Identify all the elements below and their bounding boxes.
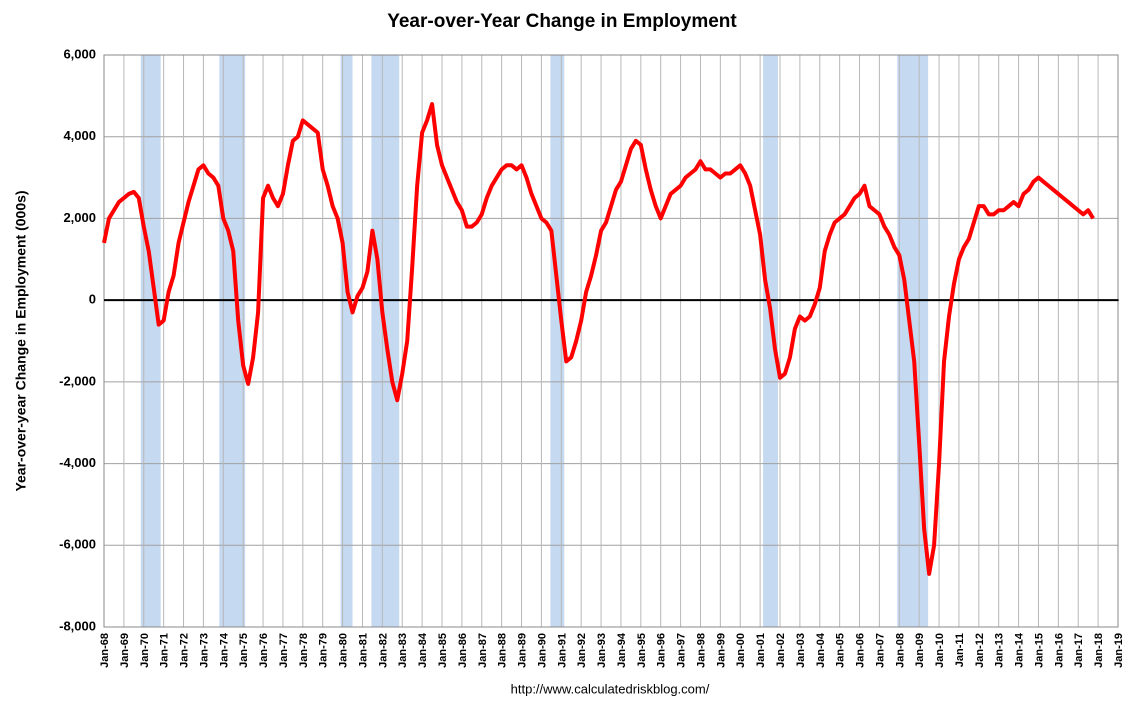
x-tick-label: Jan-94: [616, 632, 628, 668]
x-tick-label: Jan-07: [874, 633, 886, 668]
x-tick-label: Jan-06: [855, 633, 867, 668]
y-tick-label: -2,000: [59, 373, 96, 388]
y-axis-label: Year-over-year Change in Employment (000…: [13, 190, 29, 491]
x-tick-label: Jan-15: [1033, 633, 1045, 668]
x-tick-label: Jan-04: [815, 632, 827, 668]
x-tick-label: Jan-81: [357, 633, 369, 668]
x-tick-label: Jan-91: [556, 633, 568, 668]
x-tick-label: Jan-12: [974, 633, 986, 668]
x-tick-label: Jan-11: [954, 633, 966, 667]
chart-title: Year-over-Year Change in Employment: [387, 11, 737, 32]
x-tick-label: Jan-17: [1073, 633, 1085, 668]
x-tick-label: Jan-84: [417, 632, 429, 668]
x-tick-label: Jan-02: [775, 633, 787, 668]
plot-frame: [103, 54, 1119, 628]
x-tick-label: Jan-77: [278, 633, 290, 668]
recession-band: [340, 55, 353, 627]
x-tick-label: Jan-08: [894, 633, 906, 668]
x-tick-label: Jan-78: [298, 633, 310, 668]
x-tick-label: Jan-73: [198, 633, 210, 668]
y-tick-label: 4,000: [63, 128, 96, 143]
x-tick-label: Jan-19: [1113, 633, 1125, 668]
x-tick-label: Jan-82: [377, 633, 389, 668]
x-tick-label: Jan-93: [596, 633, 608, 668]
x-tick-label: Jan-74: [218, 632, 230, 668]
x-tick-label: Jan-96: [656, 633, 668, 668]
x-tick-label: Jan-70: [139, 633, 151, 668]
x-tick-label: Jan-85: [437, 633, 449, 668]
x-tick-label: Jan-76: [258, 633, 270, 668]
x-tick-label: Jan-13: [994, 633, 1006, 668]
x-tick-label: Jan-16: [1053, 633, 1065, 668]
data-line: [102, 102, 1095, 576]
x-tick-label: Jan-80: [338, 633, 350, 668]
y-tick-label: -4,000: [59, 455, 96, 470]
y-tick-label: 6,000: [63, 46, 96, 61]
x-tick-label: Jan-05: [835, 633, 847, 668]
x-tick-label: Jan-83: [397, 633, 409, 668]
x-tick-label: Jan-18: [1093, 633, 1105, 668]
x-tick-label: Jan-98: [695, 633, 707, 668]
x-tick-label: Jan-88: [497, 633, 509, 668]
y-tick-label: -6,000: [59, 537, 96, 552]
x-tick-label: Jan-87: [477, 633, 489, 668]
x-tick-label: Jan-01: [755, 633, 767, 668]
x-tick-label: Jan-79: [318, 633, 330, 668]
x-tick-label: Jan-75: [238, 633, 250, 668]
source-note: http://www.calculatedriskblog.com/: [511, 681, 710, 696]
x-tick-label: Jan-86: [457, 633, 469, 668]
y-tick-label: 0: [89, 292, 96, 307]
x-tick-label: Jan-00: [735, 633, 747, 668]
x-tick-label: Jan-09: [914, 633, 926, 668]
x-tick-label: Jan-14: [1014, 632, 1026, 668]
x-tick-label: Jan-90: [536, 633, 548, 668]
x-tick-label: Jan-99: [715, 633, 727, 668]
recession-band: [140, 55, 161, 627]
x-tick-label: Jan-03: [795, 633, 807, 668]
y-tick-label: -8,000: [59, 618, 96, 633]
y-tick-label: 2,000: [63, 210, 96, 225]
x-tick-label: Jan-89: [517, 633, 529, 668]
x-tick-label: Jan-95: [636, 633, 648, 668]
x-tick-label: Jan-10: [934, 633, 946, 668]
x-tick-label: Jan-97: [676, 633, 688, 668]
x-tick-label: Jan-68: [99, 633, 111, 668]
x-tick-label: Jan-69: [119, 633, 131, 668]
x-tick-label: Jan-71: [159, 633, 171, 668]
recession-band: [763, 55, 779, 627]
x-tick-label: Jan-92: [576, 633, 588, 668]
x-tick-label: Jan-72: [179, 633, 191, 668]
